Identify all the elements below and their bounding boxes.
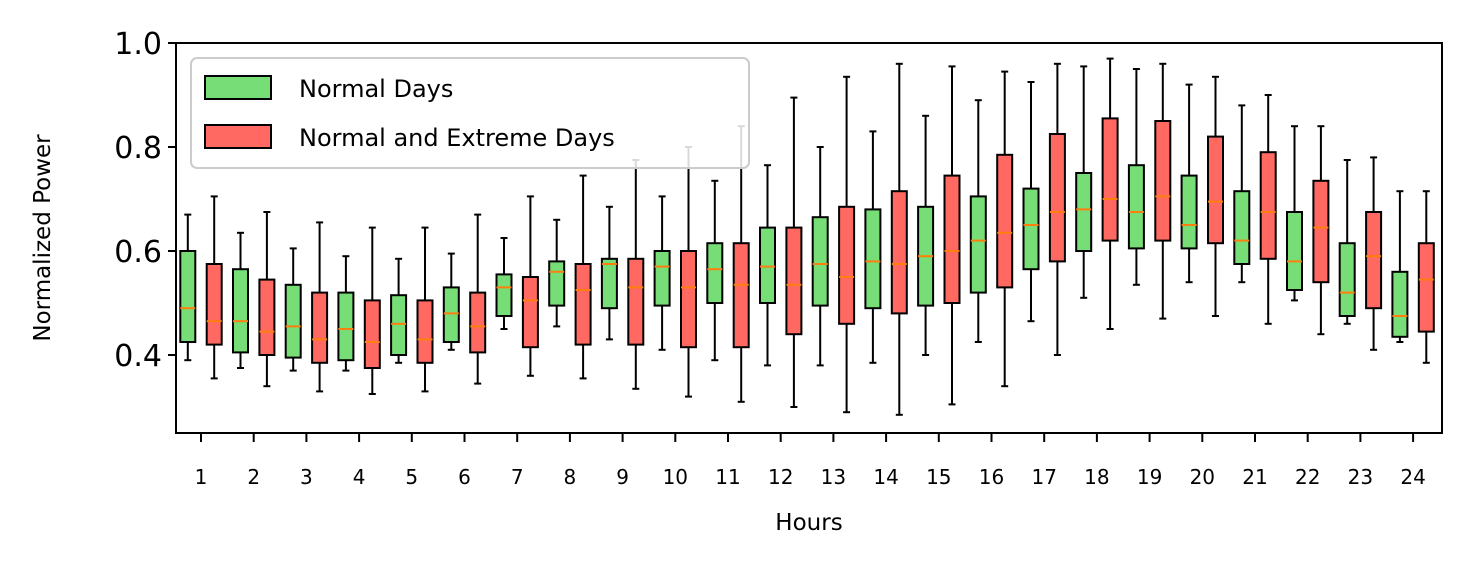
x-tick-label: 11	[715, 465, 740, 489]
x-tick-label: 17	[1031, 465, 1056, 489]
normal-days-box	[1180, 174, 1198, 250]
normal-days-box	[759, 226, 776, 305]
legend-swatch-normal-extreme-days	[204, 124, 272, 149]
y-tick-label: 0.8	[114, 131, 162, 166]
x-tick-label: 13	[821, 465, 846, 489]
legend-swatch-normal-days	[204, 75, 272, 100]
x-tick-label: 15	[926, 465, 951, 489]
x-tick-label: 6	[458, 465, 471, 489]
normal-extreme-days-box	[469, 291, 487, 354]
normal-days-box	[1286, 211, 1303, 291]
x-tick-label: 10	[663, 465, 688, 489]
normal-days-box	[284, 283, 302, 359]
normal-days-box	[1338, 242, 1356, 317]
plot-frame	[175, 42, 1443, 434]
x-tick-label: 19	[1137, 465, 1162, 489]
normal-extreme-days-box	[838, 205, 856, 325]
normal-extreme-days-box	[311, 291, 329, 364]
normal-extreme-days-box	[996, 153, 1014, 289]
normal-extreme-days-box	[680, 250, 697, 349]
x-tick-label: 5	[405, 465, 418, 489]
x-tick-label: 24	[1400, 465, 1425, 489]
normal-days-box	[706, 242, 724, 304]
normal-days-box	[969, 195, 987, 294]
normal-days-box	[495, 273, 513, 317]
normal-extreme-days-box	[574, 263, 592, 346]
normal-extreme-days-box	[785, 226, 803, 336]
x-tick-label: 1	[195, 465, 208, 489]
normal-days-box	[1075, 172, 1093, 252]
y-tick-label: 0.4	[114, 339, 162, 374]
y-axis-label: Normalized Power	[30, 134, 56, 342]
normal-days-box	[653, 250, 671, 307]
x-axis-label: Hours	[775, 510, 842, 536]
x-tick-label: 23	[1348, 465, 1373, 489]
normal-days-box	[1022, 187, 1040, 271]
normal-extreme-days-box	[416, 299, 434, 364]
normal-extreme-days-box	[732, 242, 750, 349]
legend-frame	[190, 57, 750, 169]
normal-days-box	[337, 291, 355, 362]
x-tick-label: 14	[873, 465, 898, 489]
x-tick-label: 3	[300, 465, 313, 489]
normal-days-box	[811, 216, 829, 307]
x-tick-label: 9	[616, 465, 629, 489]
normal-extreme-days-box	[627, 257, 645, 346]
normal-extreme-days-box	[1101, 117, 1119, 242]
y-tick-label: 1.0	[114, 27, 162, 62]
x-axis-ticks: 1 2 3 4 5 6 7 8 9 10 11 12 13 14 15 16 17 18 19 20 21 22 23 24	[195, 433, 1426, 489]
y-tick-label: 0.6	[114, 235, 162, 270]
normal-extreme-days-box	[1365, 211, 1383, 310]
x-tick-label: 12	[768, 465, 793, 489]
normal-extreme-days-box	[363, 299, 381, 369]
normal-days-box	[442, 286, 460, 343]
legend-label-normal-extreme-days: Normal and Extreme Days	[299, 124, 615, 152]
x-tick-label: 4	[353, 465, 366, 489]
box-series-group	[179, 57, 1435, 416]
normal-extreme-days-box	[258, 278, 276, 357]
x-tick-label: 16	[979, 465, 1004, 489]
x-tick-label: 22	[1295, 465, 1320, 489]
x-tick-label: 7	[511, 465, 524, 489]
normal-extreme-days-box	[1207, 135, 1224, 245]
x-tick-label: 2	[247, 465, 260, 489]
normal-days-box	[1391, 270, 1409, 338]
normal-extreme-days-box	[1048, 133, 1066, 263]
normal-extreme-days-box	[521, 276, 539, 349]
x-tick-label: 18	[1084, 465, 1109, 489]
legend: Normal Days Normal and Extreme Days	[190, 57, 750, 169]
normal-extreme-days-box	[1312, 179, 1330, 284]
normal-days-box	[1127, 164, 1145, 250]
normal-extreme-days-box	[1154, 120, 1172, 242]
normal-days-box	[232, 268, 249, 354]
normal-days-box	[1233, 190, 1251, 265]
legend-label-normal-days: Normal Days	[299, 75, 453, 103]
x-tick-label: 20	[1190, 465, 1215, 489]
x-tick-label: 21	[1242, 465, 1267, 489]
normal-extreme-days-box	[1259, 151, 1277, 260]
normal-extreme-days-box	[890, 190, 908, 315]
normal-extreme-days-box	[943, 174, 961, 305]
y-axis-ticks: 0.4 0.6 0.8 1.0	[114, 27, 176, 374]
normal-days-box	[548, 260, 566, 307]
x-tick-label: 8	[564, 465, 577, 489]
normal-days-box	[390, 294, 408, 357]
normal-days-box	[864, 208, 882, 310]
normal-days-box	[179, 250, 197, 343]
normal-extreme-days-box	[1417, 242, 1435, 333]
normal-extreme-days-box	[205, 263, 223, 346]
normal-days-box	[600, 257, 618, 310]
